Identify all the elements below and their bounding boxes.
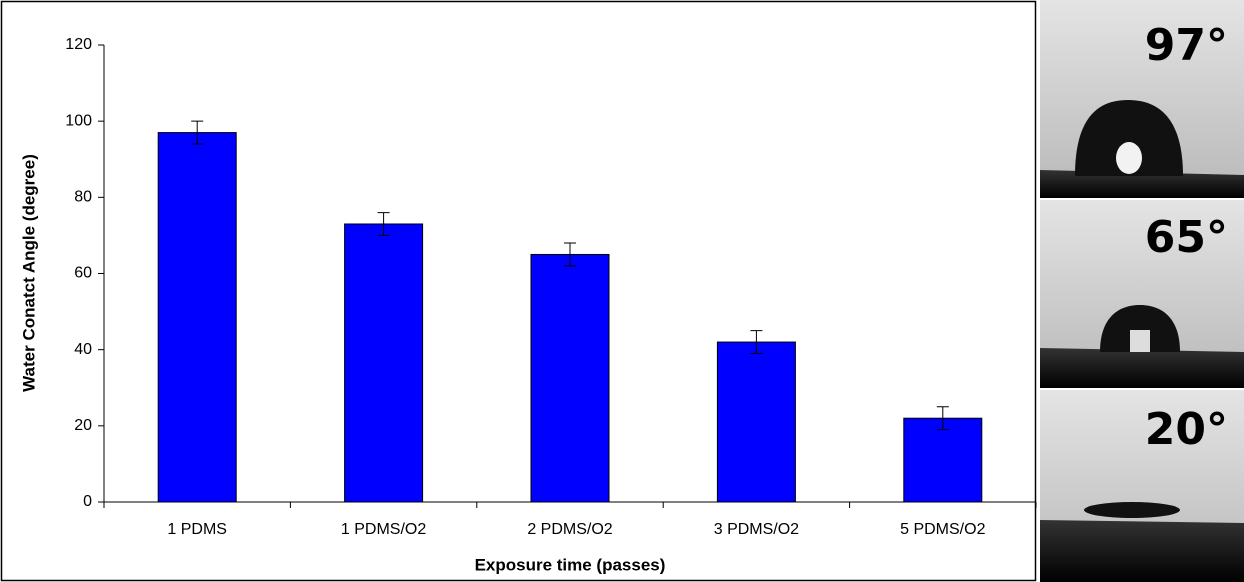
photo-label: 97° [1145,20,1228,71]
y-tick-label: 20 [74,417,92,434]
y-tick-label: 0 [83,493,92,510]
y-tick-label: 100 [65,112,92,129]
y-tick-label: 60 [74,265,92,282]
y-tick-label: 120 [65,36,92,53]
x-tick-label: 2 PDMS/O2 [527,521,612,538]
x-tick-label: 5 PDMS/O2 [900,521,985,538]
y-tick-label: 80 [74,189,92,206]
bar [158,133,236,502]
photo-label: 65° [1145,212,1228,263]
x-tick-label: 1 PDMS [167,521,227,538]
bar [345,224,423,502]
y-tick-label: 40 [74,341,92,358]
photo-label: 20° [1145,404,1228,455]
x-axis-title: Exposure time (passes) [475,555,666,574]
x-tick-label: 1 PDMS/O2 [341,521,426,538]
bar [531,254,609,502]
chart-frame [2,2,1036,581]
bar [717,342,795,502]
bar [904,418,982,502]
x-tick-label: 3 PDMS/O2 [714,521,799,538]
y-axis-title: Water Conatct Angle (degree) [19,154,38,392]
figure: Exposure time (passes) Water Conatct Ang… [0,0,1244,582]
